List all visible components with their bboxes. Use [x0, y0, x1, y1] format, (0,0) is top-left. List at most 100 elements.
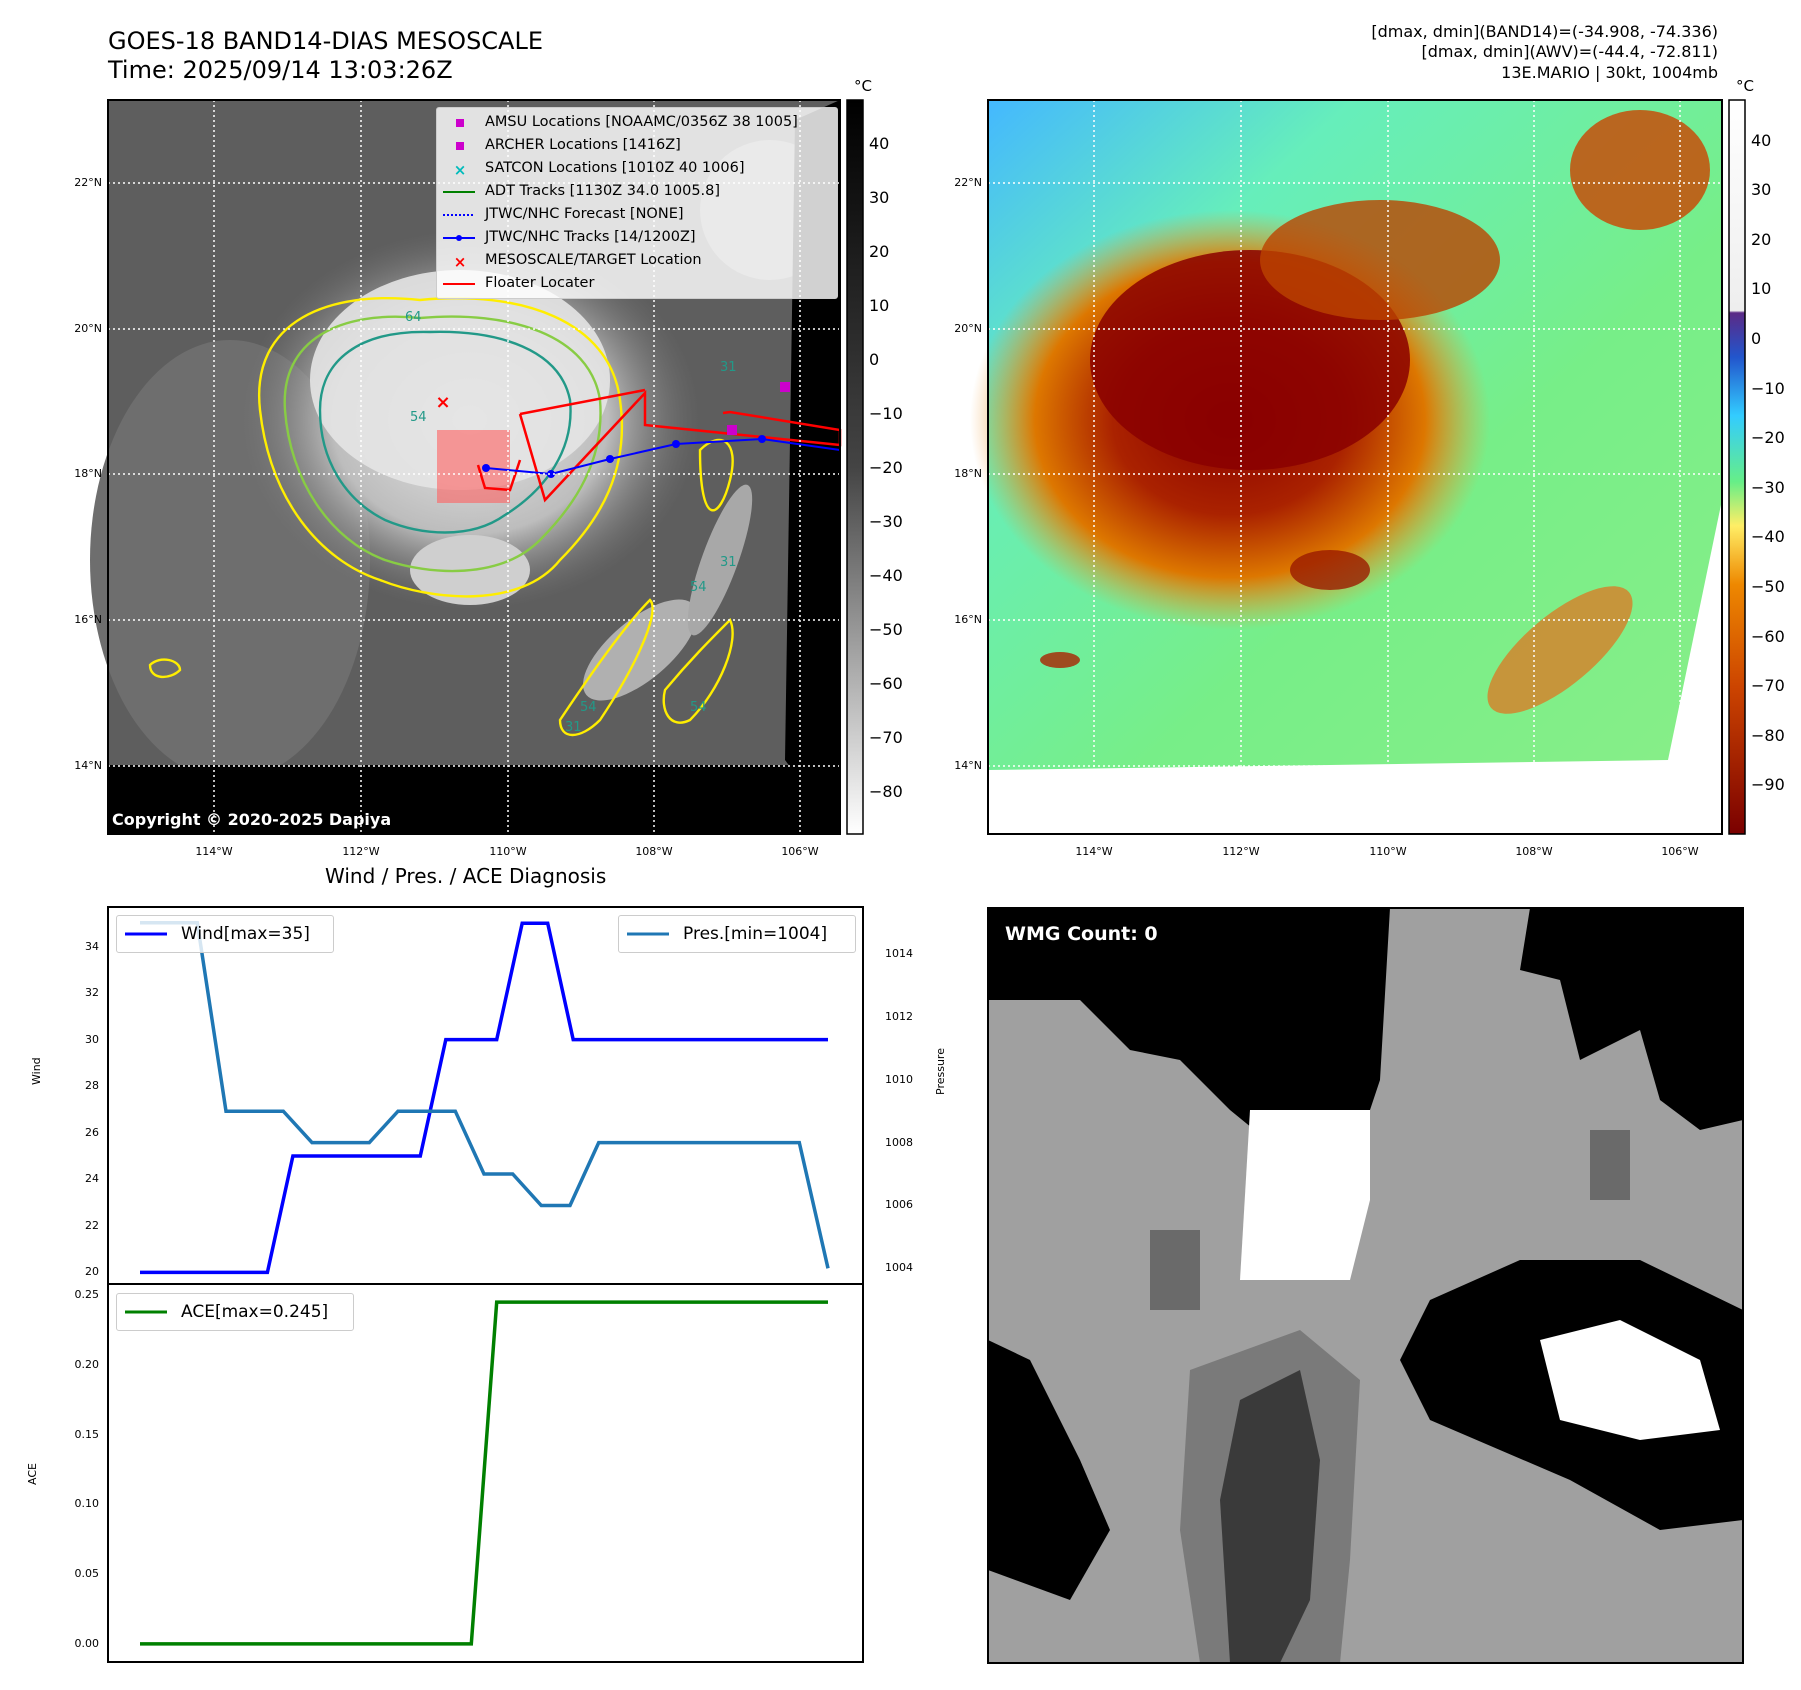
wind-tick-label: 28 — [85, 1079, 99, 1093]
ir-colorbar — [846, 99, 864, 835]
wv-lat-label: 16°N — [954, 613, 982, 626]
wind-tick-label: 26 — [85, 1125, 99, 1139]
wv-lon-label: 110°W — [1369, 845, 1407, 858]
wv-colorbar-tick: 0 — [1751, 329, 1762, 349]
legend-label: ARCHER Locations [1416Z] — [485, 137, 681, 153]
ace-tick-label: 0.20 — [74, 1357, 100, 1371]
map-legend: AMSU Locations [NOAAMC/0356Z 38 1005] ARC… — [436, 107, 838, 299]
svg-text:×: × — [454, 253, 467, 271]
ir-lon-label: 108°W — [635, 845, 673, 858]
wind-axis-label: Wind — [30, 1057, 43, 1085]
pressure-axis-label: Pressure — [934, 1048, 947, 1095]
ir-colorbar-tick: 10 — [869, 296, 890, 316]
contour-label: 54 — [580, 700, 597, 715]
pressure-legend-label: Pres.[min=1004] — [683, 924, 828, 944]
ir-colorbar-tick: −20 — [869, 458, 903, 477]
wv-lat-label: 14°N — [954, 759, 982, 772]
ir-colorbar-tick: −60 — [869, 673, 903, 693]
info-line3: 13E.MARIO | 30kt, 1004mb — [1501, 63, 1718, 82]
ir-lon-label: 114°W — [195, 845, 233, 858]
wv-colorbar-tick: −60 — [1751, 626, 1785, 646]
wv-colorbar-tick: −20 — [1751, 428, 1785, 448]
amsu-location-marker — [780, 382, 790, 392]
contour-label: 54 — [690, 580, 707, 595]
legend-symbol — [443, 191, 475, 193]
ace-tick-label: 0.25 — [74, 1288, 100, 1302]
wind-tick-label: 34 — [85, 939, 99, 953]
legend-label: ADT Tracks [1130Z 34.0 1005.8] — [485, 183, 721, 199]
ir-colorbar-tick: −30 — [869, 511, 903, 531]
wind-series-line — [140, 921, 828, 1275]
pressure-tick-label: 1014 — [885, 947, 913, 961]
contour-label: 54 — [690, 700, 707, 715]
ace-legend: ACE[max=0.245] — [116, 1293, 354, 1331]
wv-colorbar-tick: 20 — [1751, 229, 1772, 249]
wv-lat-label: 22°N — [954, 176, 982, 189]
legend-label: Floater Locater — [485, 275, 595, 291]
wv-colorbar-tick: −10 — [1751, 378, 1785, 398]
legend-symbol — [443, 283, 475, 285]
wv-colorbar-tick: −70 — [1751, 676, 1785, 696]
target-location-marker: × — [435, 392, 450, 413]
ace-legend-label: ACE[max=0.245] — [181, 1302, 329, 1322]
pressure-series-line — [140, 920, 830, 1269]
ir-colorbar-tick: −40 — [869, 565, 903, 585]
wv-lon-label: 108°W — [1515, 845, 1553, 858]
ir-lat-label: 18°N — [74, 467, 102, 480]
wv-lat-label: 18°N — [954, 467, 982, 480]
ir-lon-label: 110°W — [489, 845, 527, 858]
wv-colorbar-tick: −40 — [1751, 527, 1785, 547]
legend-symbol: × — [454, 161, 467, 179]
wv-colorbar-tick: −80 — [1751, 725, 1785, 745]
ace-tick-label: 0.05 — [74, 1567, 100, 1581]
wind-legend-label: Wind[max=35] — [181, 924, 310, 944]
contour-label: 64 — [405, 310, 422, 325]
ir-lat-label: 20°N — [74, 322, 102, 335]
wv-lon-label: 106°W — [1661, 845, 1699, 858]
ir-colorbar-tick: −80 — [869, 781, 903, 801]
wind-tick-label: 22 — [85, 1218, 99, 1232]
pressure-tick-label: 1008 — [885, 1135, 913, 1149]
ir-colorbar-tick: 40 — [869, 134, 890, 154]
wind-tick-label: 24 — [85, 1172, 99, 1186]
legend-symbol: × — [454, 253, 467, 271]
ace-tick-label: 0.15 — [74, 1427, 100, 1441]
pressure-legend: Pres.[min=1004] — [618, 915, 856, 953]
wv-colorbar-unit: °C — [1736, 77, 1754, 95]
ir-lon-label: 106°W — [781, 845, 819, 858]
ir-lat-label: 14°N — [74, 759, 102, 772]
pressure-tick-label: 1006 — [885, 1198, 913, 1212]
info-line1: [dmax, dmin](BAND14)=(-34.908, -74.336) — [1371, 22, 1718, 41]
chart-title-line2: Time: 2025/09/14 13:03:26Z — [108, 56, 453, 84]
wv-colorbar — [1728, 99, 1746, 835]
wind-tick-label: 30 — [85, 1032, 99, 1046]
ir-colorbar-tick: 20 — [869, 242, 890, 262]
ir-colorbar-tick: −50 — [869, 619, 903, 639]
legend-symbol — [456, 119, 464, 127]
wv-map-panel — [970, 99, 1746, 835]
ir-lat-label: 16°N — [74, 613, 102, 626]
wmg-count-label: WMG Count: 0 — [1005, 923, 1158, 945]
legend-symbol — [443, 214, 475, 216]
ir-colorbar-tick: −10 — [869, 404, 903, 424]
wv-lon-label: 112°W — [1222, 845, 1260, 858]
ace-chart — [107, 1283, 864, 1663]
wv-colorbar-tick: 10 — [1751, 279, 1772, 299]
ace-tick-label: 0.00 — [74, 1636, 100, 1650]
wv-lon-label: 114°W — [1075, 845, 1113, 858]
pressure-tick-label: 1010 — [885, 1072, 913, 1086]
ir-colorbar-tick: −70 — [869, 727, 903, 747]
ace-series-line — [140, 1300, 828, 1646]
wind-tick-label: 32 — [85, 986, 99, 1000]
wv-colorbar-tick: −30 — [1751, 477, 1785, 497]
pressure-tick-label: 1004 — [885, 1261, 913, 1275]
chart-title-line1: GOES-18 BAND14-DIAS MESOSCALE — [108, 27, 544, 55]
pressure-tick-label: 1012 — [885, 1009, 913, 1023]
ace-tick-label: 0.10 — [74, 1497, 100, 1511]
contour-label: 31 — [720, 555, 737, 570]
ir-colorbar-tick: 30 — [869, 188, 890, 208]
wind-pressure-chart — [107, 906, 864, 1285]
wv-colorbar-tick: −50 — [1751, 577, 1785, 597]
wv-lat-label: 20°N — [954, 322, 982, 335]
contour-label: 54 — [410, 410, 427, 425]
